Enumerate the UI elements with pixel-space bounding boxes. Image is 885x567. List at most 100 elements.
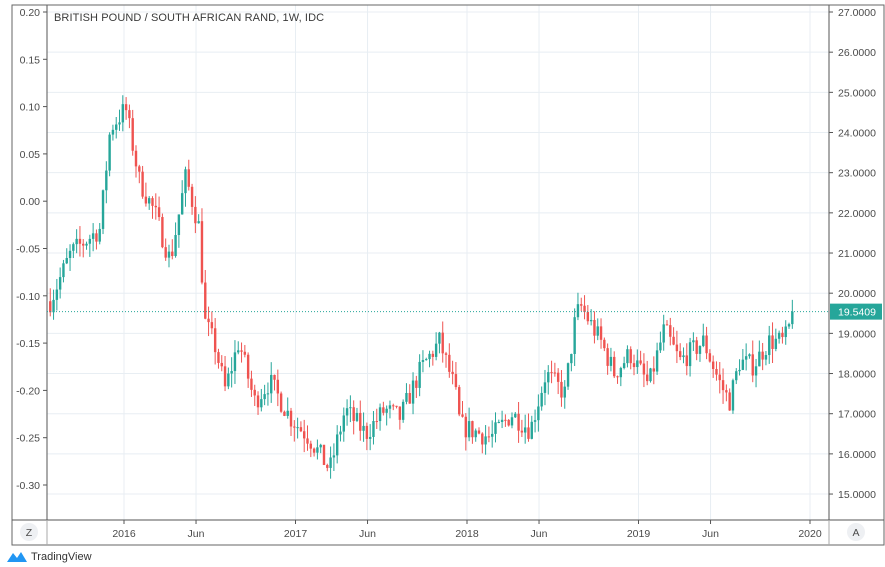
candle-body [622, 363, 626, 369]
candle-body [91, 233, 95, 239]
last-price-badge [830, 303, 882, 320]
candle-body [58, 277, 62, 290]
left-axis-label: -0.15 [16, 338, 40, 350]
candle-body [98, 228, 101, 242]
candle-body [421, 360, 425, 362]
axis-button-left[interactable]: Z [20, 523, 38, 541]
candle-body [401, 401, 405, 420]
candle-body [464, 416, 468, 438]
right-axis-label: 20.0000 [838, 288, 876, 300]
right-axis-label: 26.0000 [838, 47, 876, 59]
right-axis-label: 17.0000 [838, 409, 876, 421]
left-axis-label: -0.25 [16, 433, 40, 445]
candle-body [108, 134, 111, 171]
candle-body [250, 378, 253, 390]
candle-body [655, 350, 659, 372]
candle-body [540, 392, 543, 407]
axis-button-right[interactable]: A [847, 523, 865, 541]
candle-body [632, 363, 636, 368]
candle-body [725, 390, 728, 393]
left-axis-label: 0.00 [20, 196, 41, 208]
candle-body [157, 207, 161, 218]
candle-body [586, 312, 590, 322]
time-axis-label: Jun [188, 528, 205, 540]
candle-body [177, 214, 181, 235]
candle-body [514, 413, 517, 418]
candle-body [210, 322, 214, 329]
candle-body [395, 405, 398, 407]
candle-body [388, 405, 392, 409]
candle-body [273, 374, 276, 380]
left-axis-label: 0.10 [20, 102, 41, 114]
candle-body [303, 431, 306, 439]
candle-body [319, 444, 322, 448]
right-axis-label: 18.0000 [838, 369, 876, 381]
candle-body [52, 299, 55, 313]
candle-body [359, 412, 362, 431]
brand-label: TradingView [31, 551, 92, 563]
candle-body [688, 342, 692, 367]
candle-body [68, 250, 72, 259]
candle-body [665, 324, 669, 326]
candle-body [128, 110, 131, 119]
candle-body [474, 430, 477, 438]
candle-body [672, 336, 675, 345]
candle-body [335, 434, 339, 456]
candle-body [342, 415, 345, 432]
candle-body [748, 354, 751, 357]
candle-body [705, 335, 708, 354]
candle-body [316, 447, 319, 453]
candle-body [62, 263, 65, 278]
candle-body [695, 340, 698, 354]
candle-body [563, 386, 566, 398]
candle-body [669, 325, 672, 337]
candle-body [411, 380, 415, 404]
time-axis-label: 2020 [798, 528, 822, 540]
candle-body [134, 150, 138, 167]
candle-body [352, 407, 355, 421]
candle-body [471, 421, 474, 438]
candle-body [649, 368, 652, 382]
candle-body [596, 326, 599, 336]
candle-body [279, 393, 283, 412]
candle-body [309, 443, 313, 449]
candle-body [180, 193, 184, 215]
candle-body [339, 431, 342, 435]
tradingview-logo[interactable]: TradingView [6, 550, 92, 564]
candle-body [738, 369, 741, 372]
right-axis-label: 22.0000 [838, 208, 876, 220]
candle-body [481, 433, 484, 445]
candle-body [458, 387, 461, 415]
axis-button-label: Z [26, 527, 33, 539]
candle-body [392, 405, 395, 407]
axis-button-bg [847, 523, 865, 541]
time-axis-label: 2016 [112, 528, 136, 540]
candle-body [286, 410, 289, 416]
candle-body [741, 359, 745, 370]
candle-body [685, 355, 688, 367]
candle-body [642, 363, 646, 375]
candle-body [138, 166, 141, 172]
candle-body [378, 407, 382, 422]
candle-body [240, 350, 243, 352]
candle-body [692, 340, 695, 343]
candle-body [362, 425, 365, 431]
candle-body [744, 356, 748, 360]
candle-body [312, 448, 316, 453]
candle-body [523, 427, 527, 433]
candle-body [398, 406, 402, 420]
candle-body [606, 348, 609, 366]
candle-body [589, 319, 593, 322]
candle-body [533, 420, 537, 422]
candle-body [721, 380, 725, 391]
candle-body [751, 354, 754, 376]
candle-body [728, 392, 731, 411]
candle-body [243, 351, 247, 355]
candle-body [735, 371, 738, 381]
candle-body [777, 332, 781, 339]
candle-body [329, 457, 332, 468]
candle-body [415, 380, 418, 388]
candle-body [576, 304, 580, 318]
candle-body [609, 356, 613, 366]
